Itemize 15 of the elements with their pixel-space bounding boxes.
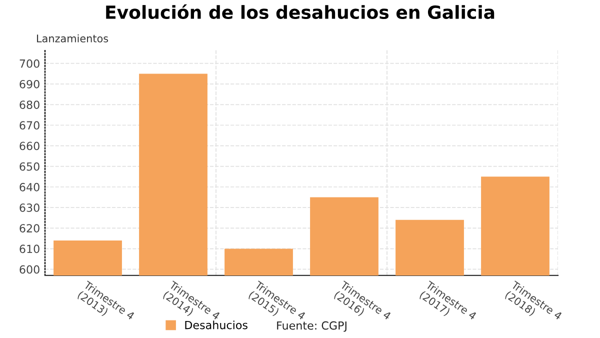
- y-tick-label: 650: [20, 162, 40, 171]
- y-tick-label: 700: [20, 59, 40, 68]
- y-axis-title: Lanzamientos: [37, 34, 108, 42]
- y-tick-label: 620: [20, 224, 40, 232]
- y-tick-label: 640: [20, 182, 40, 192]
- y-tick-label: 690: [20, 80, 40, 88]
- chart-title: Evolución de los desahucios en Galicia: [106, 4, 494, 20]
- y-tick-label: 610: [20, 244, 40, 254]
- source-note: Fuente: CGPJ: [277, 321, 346, 332]
- legend-label: Desahucios: [185, 320, 248, 330]
- y-tick-label: 680: [20, 100, 40, 109]
- y-tick-label: 630: [20, 204, 40, 212]
- y-tick-label: 600: [20, 265, 40, 274]
- y-tick-label: 660: [20, 142, 40, 150]
- y-tick-label: 670: [20, 121, 40, 130]
